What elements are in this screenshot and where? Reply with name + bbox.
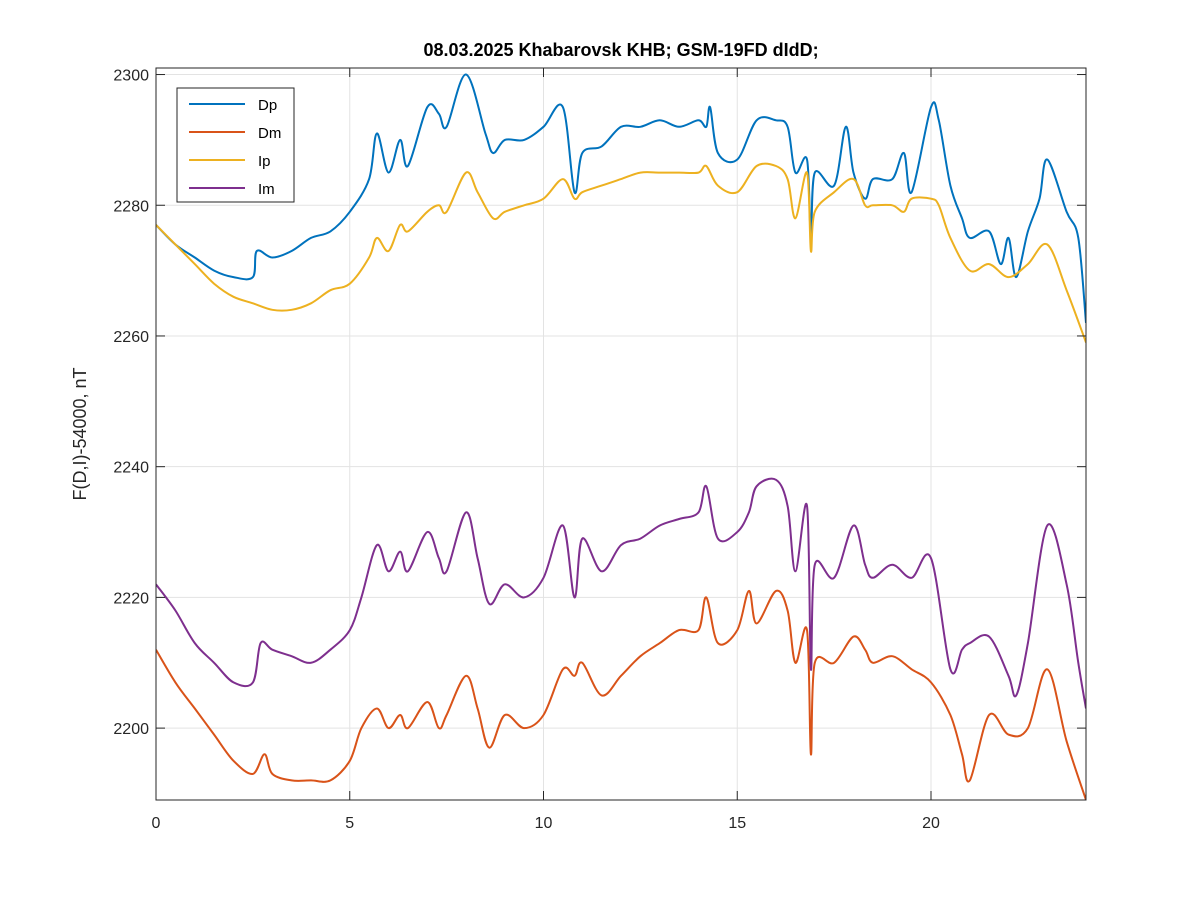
legend-label-dp: Dp	[258, 97, 277, 114]
series-line-dp	[156, 73, 1086, 323]
ticks: 0 5 10 15 20 2200 2220 2240 2260 2280 2300	[113, 68, 1086, 832]
y-tick-label: 2200	[113, 721, 149, 738]
x-tick-label: 5	[345, 815, 354, 832]
x-tick-label: 20	[922, 815, 940, 832]
chart-title: 08.03.2025 Khabarovsk KHB; GSM-19FD dIdD…	[423, 40, 818, 60]
series-layer	[156, 73, 1086, 800]
series-line-dm	[156, 589, 1086, 800]
plot-area	[156, 68, 1086, 800]
y-tick-label: 2220	[113, 590, 149, 607]
series-line-im	[156, 477, 1086, 709]
legend: Dp Dm Ip Im	[176, 87, 295, 203]
x-tick-label: 0	[152, 815, 161, 832]
y-tick-label: 2260	[113, 329, 149, 346]
legend-label-ip: Ip	[258, 153, 271, 170]
y-tick-label: 2300	[113, 68, 149, 85]
legend-label-dm: Dm	[258, 125, 281, 142]
y-tick-label: 2240	[113, 460, 149, 477]
legend-label-im: Im	[258, 181, 275, 198]
x-tick-label: 10	[535, 815, 553, 832]
y-tick-label: 2280	[113, 198, 149, 215]
legend-box	[176, 87, 295, 203]
series-line-ip	[156, 162, 1086, 343]
plot-frame	[155, 67, 1087, 801]
y-axis-label: F(D,I)-54000, nT	[70, 367, 90, 500]
x-tick-label: 15	[728, 815, 746, 832]
